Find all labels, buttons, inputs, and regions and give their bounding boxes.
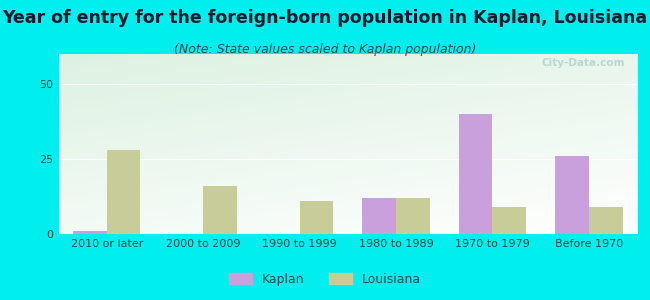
Text: (Note: State values scaled to Kaplan population): (Note: State values scaled to Kaplan pop… <box>174 44 476 56</box>
Bar <box>493 207 526 234</box>
Bar <box>555 156 589 234</box>
Bar <box>107 150 140 234</box>
Bar <box>589 207 623 234</box>
Legend: Kaplan, Louisiana: Kaplan, Louisiana <box>224 268 426 291</box>
Bar <box>300 201 333 234</box>
Bar <box>459 114 493 234</box>
Bar <box>396 198 430 234</box>
Bar <box>362 198 396 234</box>
Text: City-Data.com: City-Data.com <box>542 58 625 68</box>
Text: Year of entry for the foreign-born population in Kaplan, Louisiana: Year of entry for the foreign-born popul… <box>3 9 647 27</box>
Bar <box>203 186 237 234</box>
Bar <box>73 231 107 234</box>
